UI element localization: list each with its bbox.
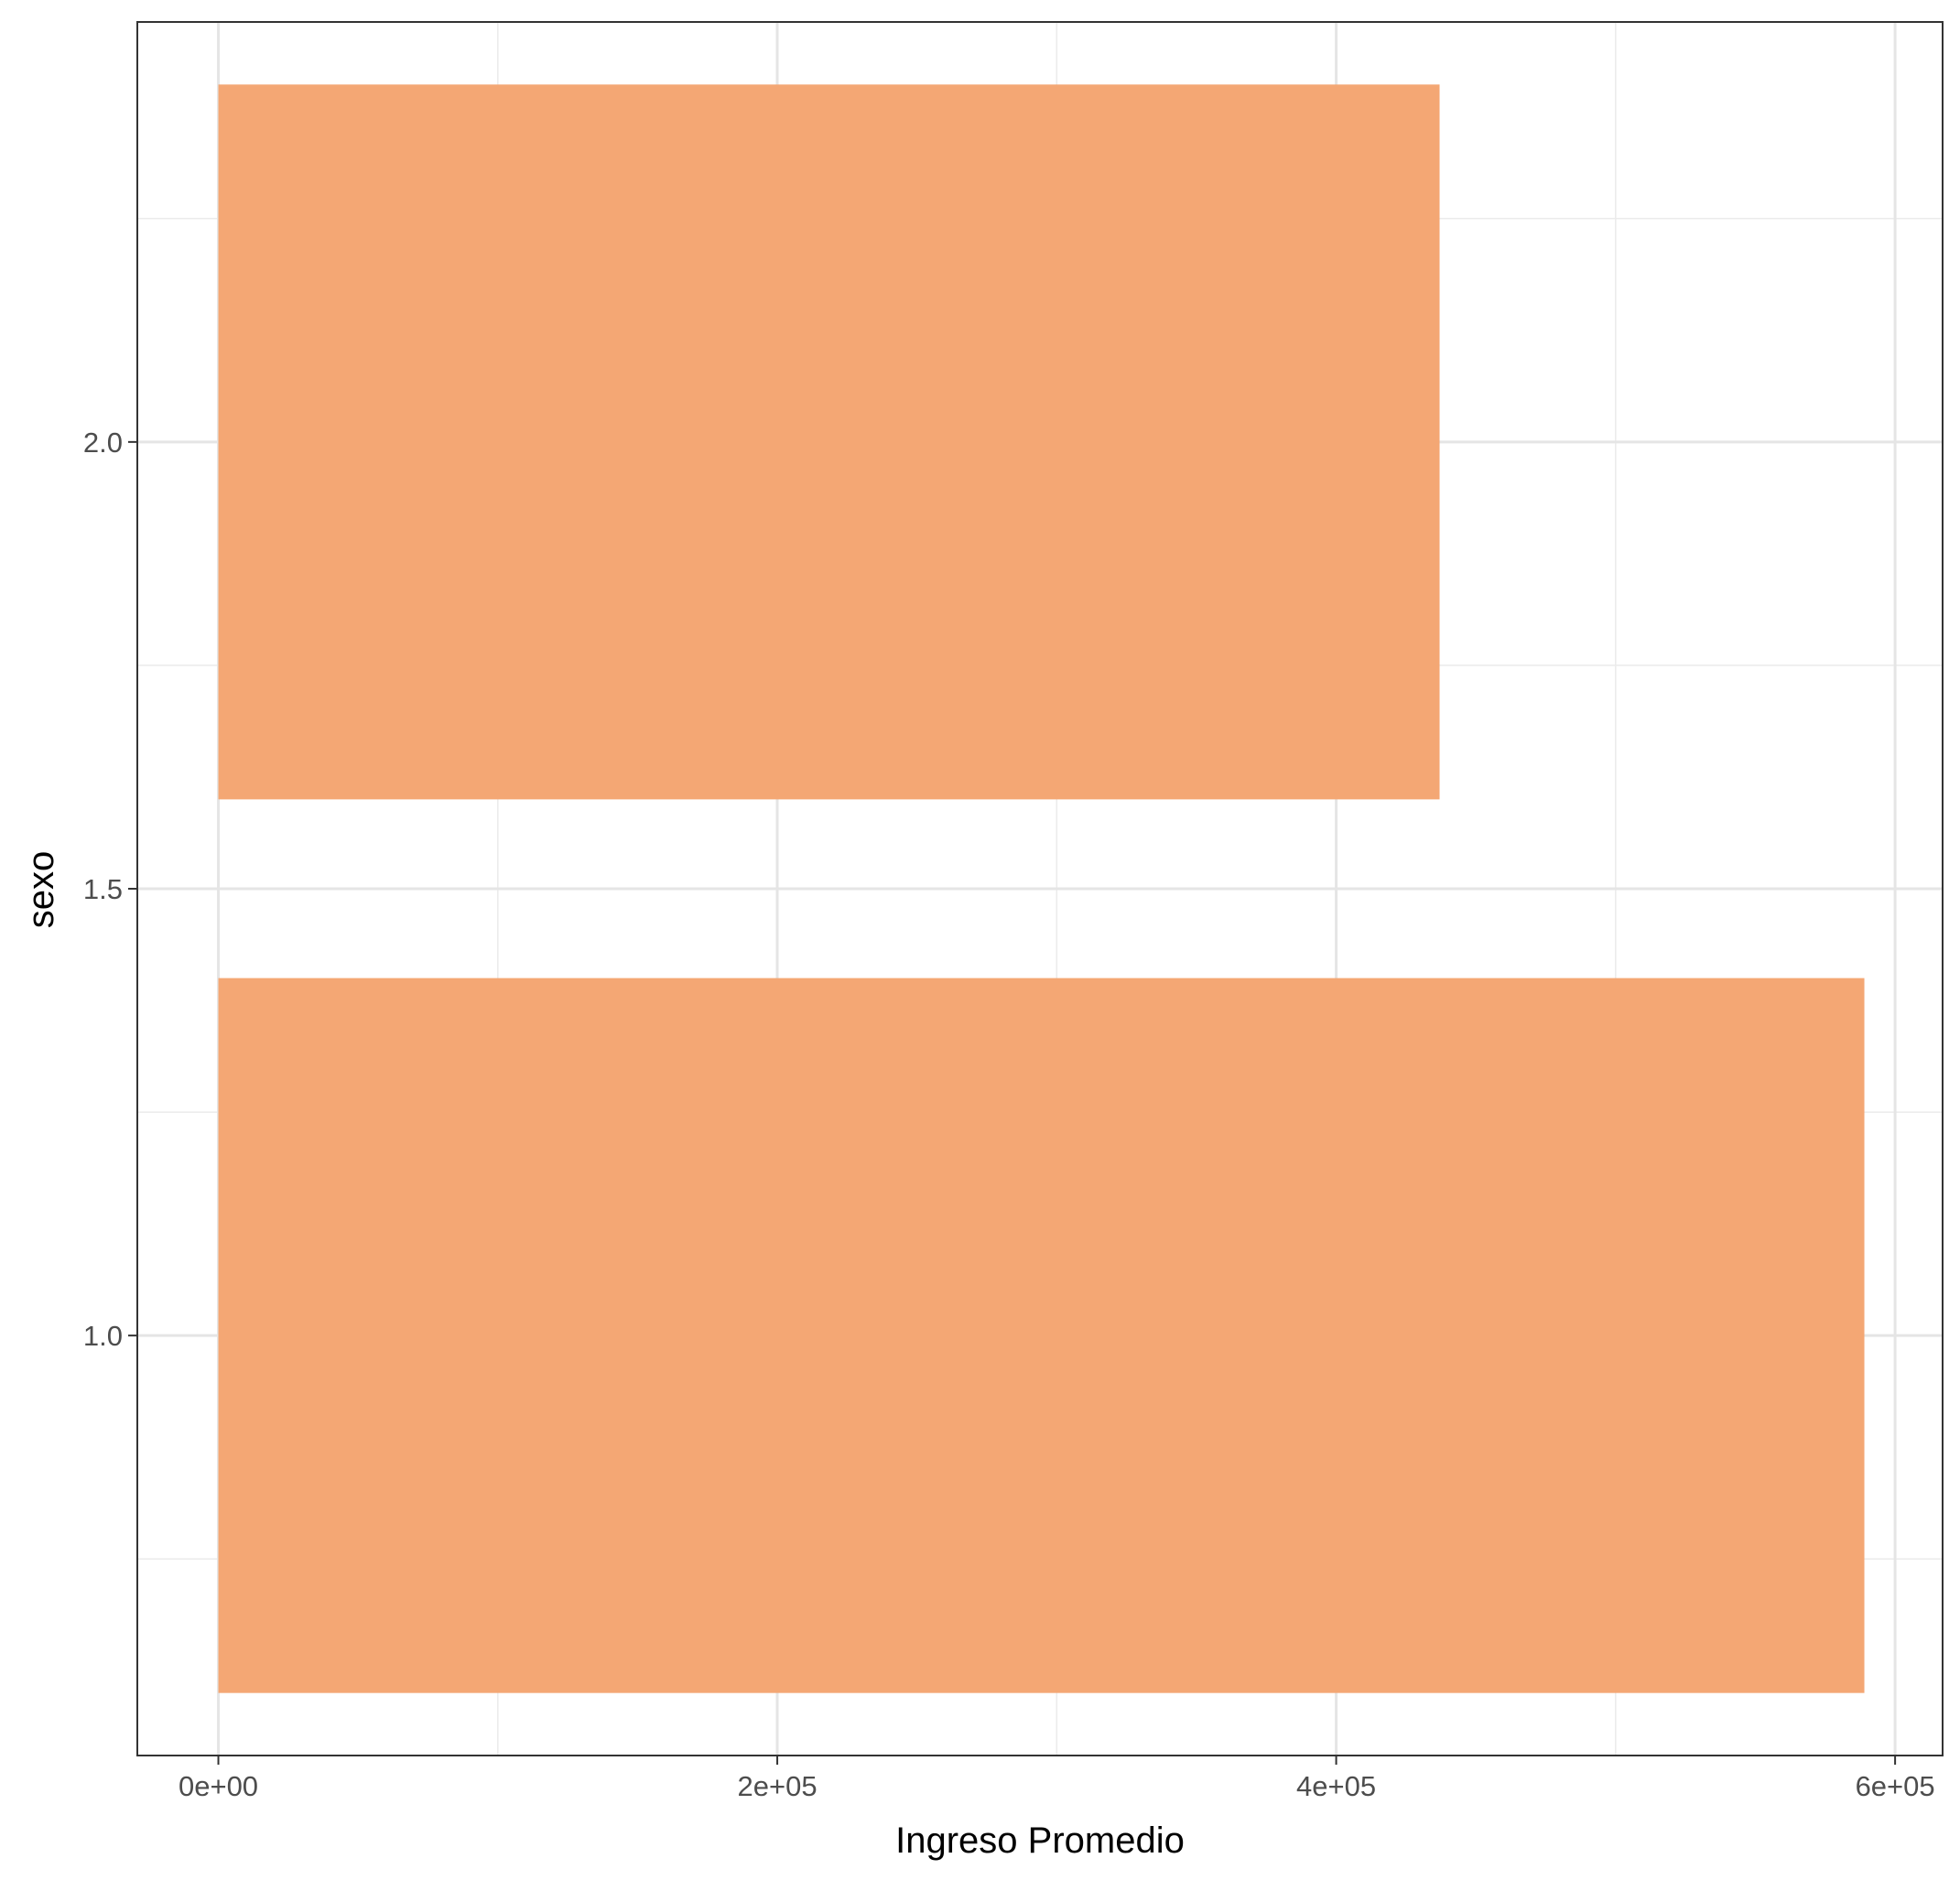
axis-ticks — [128, 440, 1897, 1765]
bar-sexo-1 — [218, 978, 1865, 1693]
y-tick-label: 2.0 — [83, 427, 123, 459]
tick-labels: 0e+00 2e+05 4e+05 6e+05 1.0 1.5 2.0 — [83, 427, 1935, 1802]
y-tick-label: 1.5 — [83, 873, 123, 905]
x-tick-label: 6e+05 — [1856, 1770, 1935, 1802]
y-axis-title: sexo — [21, 851, 61, 929]
x-tick-label: 4e+05 — [1296, 1770, 1376, 1802]
x-tick-label: 0e+00 — [179, 1770, 258, 1802]
x-axis-title: Ingreso Promedio — [895, 1821, 1185, 1861]
bar-sexo-2 — [218, 84, 1440, 800]
bars — [218, 84, 1865, 1693]
x-tick-label: 2e+05 — [738, 1770, 818, 1802]
y-tick-label: 1.0 — [83, 1320, 123, 1352]
